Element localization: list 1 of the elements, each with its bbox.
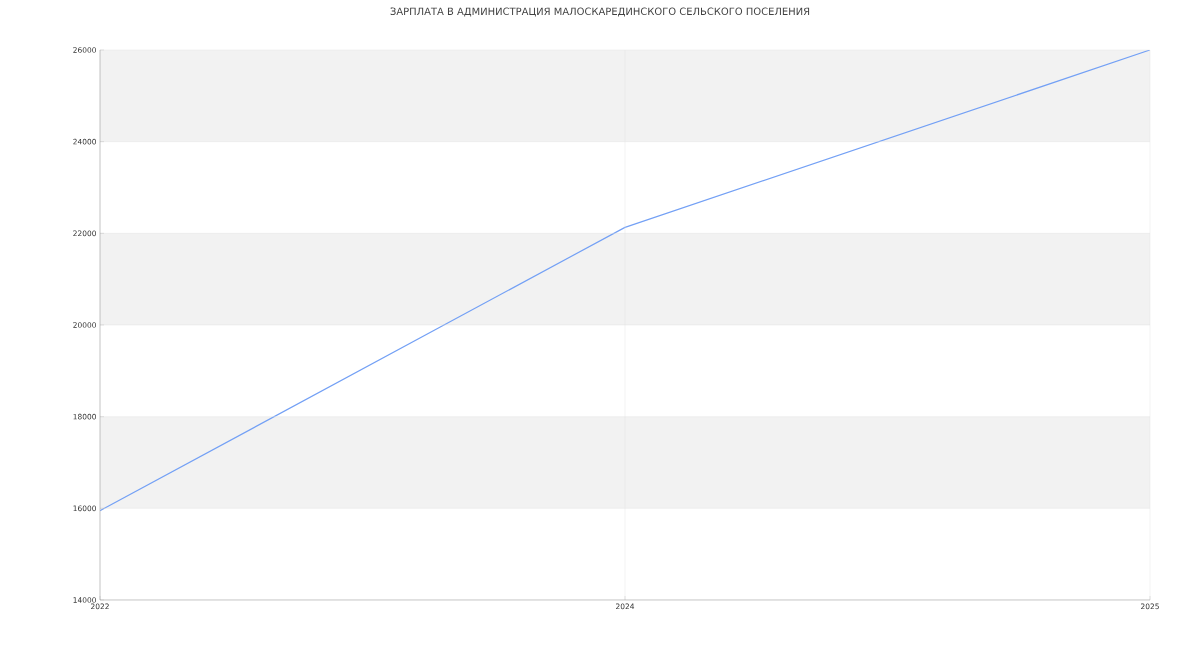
chart-title: ЗАРПЛАТА В АДМИНИСТРАЦИЯ МАЛОСКАРЕДИНСКОГО СЕЛЬСКОГО ПОСЕЛЕНИЯ (390, 7, 810, 17)
